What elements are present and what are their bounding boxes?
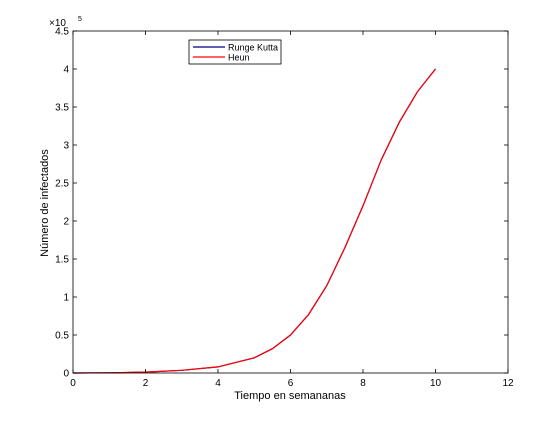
y-tick-label: 4.5	[55, 27, 69, 38]
y-tick-label: 3.5	[55, 103, 69, 114]
legend-label-1: Heun	[228, 53, 250, 63]
y-tick-label: 1	[63, 293, 69, 304]
y-tick-label: 2	[63, 217, 69, 228]
y-tick-label: 3	[63, 141, 69, 152]
y-tick-label: 0.5	[55, 331, 69, 342]
y-tick-label: 1.5	[55, 255, 69, 266]
series-line-1	[72, 68, 436, 374]
x-tick-label: 8	[360, 378, 366, 389]
x-tick-label: 0	[70, 378, 76, 389]
x-tick-label: 2	[143, 378, 149, 389]
plot-layer: 0 2 4 6 8 10 12 0 0.5 1 1.5 2 2.5 3 3.5 4 4.5 Runge Kutta…	[55, 27, 514, 390]
x-tick-label: 6	[288, 378, 294, 389]
x-axis-label: Tiempo en semananas	[234, 390, 346, 402]
legend-label-0: Runge Kutta	[228, 43, 278, 53]
legend-box	[188, 39, 282, 65]
y-tick-label: 4	[63, 65, 69, 76]
y-tick-label: 0	[63, 369, 69, 380]
y-axis-label: Número de infectados	[39, 149, 51, 257]
x-tick-label: 4	[215, 378, 221, 389]
x-tick-label: 10	[430, 378, 442, 389]
y-tick-label: 2.5	[55, 179, 69, 190]
x-tick-label: 12	[502, 378, 514, 389]
y-exponent-power: 5	[78, 16, 82, 23]
y-exponent-base: ×10	[49, 18, 66, 29]
